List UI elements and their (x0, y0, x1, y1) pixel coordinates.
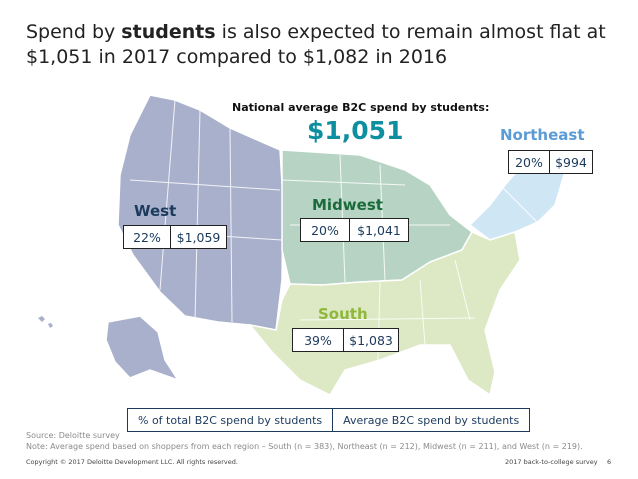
map-region-south (248, 231, 521, 397)
region-box-west: 22% $1,059 (123, 225, 227, 249)
national-average-label: National average B2C spend by students: (232, 101, 490, 114)
source-text: Source: Deloitte survey (26, 431, 120, 440)
south-spend: $1,083 (349, 332, 393, 348)
legend-spend-label: Average B2C spend by students (343, 413, 520, 427)
northeast-pct: 20% (509, 151, 550, 173)
map-region-hawaii (38, 316, 53, 328)
west-pct: 22% (124, 226, 171, 248)
region-name-south: South (318, 305, 368, 323)
legend: % of total B2C spend by students Average… (127, 408, 531, 432)
region-box-midwest: 20% $1,041 (300, 218, 409, 242)
map-region-alaska (105, 315, 180, 382)
copyright-text: Copyright © 2017 Deloitte Development LL… (26, 458, 238, 466)
note-text: Note: Average spend based on shoppers fr… (26, 442, 583, 451)
title-highlight: students (121, 21, 216, 43)
northeast-spend: $994 (555, 154, 587, 170)
midwest-spend: $1,041 (357, 222, 401, 238)
south-pct: 39% (293, 329, 344, 351)
region-box-south: 39% $1,083 (292, 328, 399, 352)
national-average-value: $1,051 (307, 116, 404, 145)
survey-name: 2017 back-to-college survey (505, 458, 598, 466)
region-box-northeast: 20% $994 (508, 150, 593, 174)
region-name-west: West (134, 202, 177, 220)
region-name-northeast: Northeast (500, 126, 585, 144)
page-number: 6 (607, 458, 612, 466)
page-title: Spend by students is also expected to re… (26, 21, 606, 68)
west-spend: $1,059 (176, 229, 221, 245)
legend-pct-label: % of total B2C spend by students (128, 409, 334, 431)
region-name-midwest: Midwest (312, 196, 383, 214)
midwest-pct: 20% (301, 219, 350, 241)
